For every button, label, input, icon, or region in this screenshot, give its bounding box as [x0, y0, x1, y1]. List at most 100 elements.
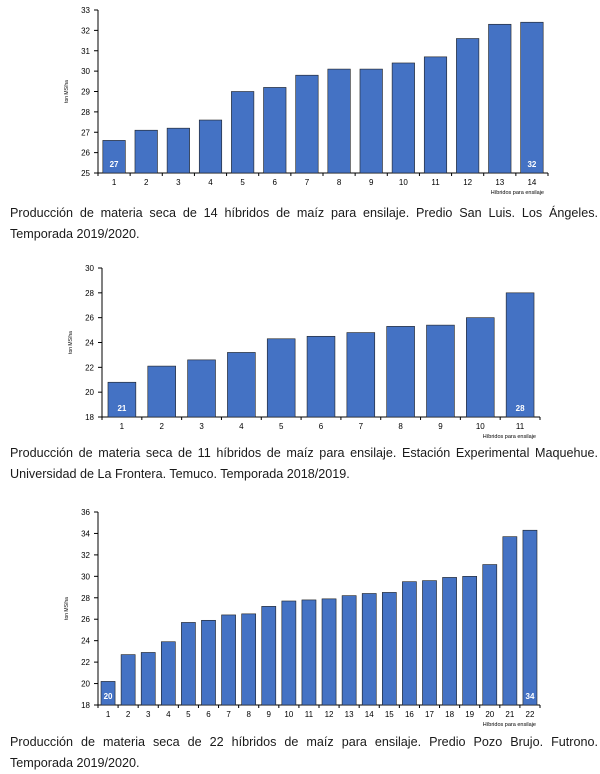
chart3-category-label: 3: [146, 710, 151, 719]
chart1-category-label: 14: [527, 178, 536, 187]
chart-block-3: 18 20 22 24 26 28 30 32 34 36 ton MS/ha 1 2 3 4 5 6 7 8 9 10…: [0, 500, 600, 774]
chart3-bar: [241, 613, 257, 706]
chart1-category-label: 11: [431, 178, 440, 187]
chart3-bar: [462, 576, 478, 706]
chart1-y-axis-label: ton MS/ha: [64, 80, 70, 103]
chart3-category-label: 15: [385, 710, 394, 719]
chart3-bar-data-label: 20: [104, 692, 113, 701]
chart3-y-tick-label: 22: [81, 658, 90, 667]
chart3-y-tick-label: 32: [81, 551, 90, 560]
chart2-bar-data-label: 21: [117, 404, 126, 413]
chart1-y-tick-label: 26: [81, 149, 90, 158]
chart2-bar: [466, 317, 495, 418]
chart1-y-tick-label: 31: [81, 47, 90, 56]
chart3-y-axis-label: ton MS/ha: [64, 597, 70, 620]
chart3-category-label: 20: [485, 710, 494, 719]
chart3-category-label: 10: [284, 710, 293, 719]
chart2-x-axis-label: Híbridos para ensilaje: [483, 434, 536, 440]
chart3-bar: [422, 580, 437, 706]
chart1-y-tick-label: 25: [81, 169, 90, 178]
chart-block-1: 25 26 27 28 29 30 31 32 33 ton MS/ha 1 2 3 4 5 6 7 8 9 10 11…: [0, 0, 600, 250]
chart1-bar: [391, 62, 415, 174]
chart1-bar: [263, 87, 287, 174]
chart2-bar: [306, 335, 336, 418]
chart3-bar: [261, 606, 277, 706]
chart3-bar: [502, 536, 518, 706]
chart2-y-tick-label: 26: [85, 314, 94, 323]
chart1-bar: [166, 127, 190, 174]
chart3-x-axis-label: Híbridos para ensilaje: [483, 722, 536, 728]
chart3-category-label: 21: [505, 710, 514, 719]
chart2-y-tick-label: 24: [85, 339, 94, 348]
chart3-bar: [160, 641, 176, 706]
chart3-bar: [181, 622, 196, 706]
chart3-bar: [140, 652, 156, 706]
chart2-bar: [346, 332, 376, 418]
chart3-category-label: 22: [526, 710, 535, 719]
chart2-bar: [147, 365, 176, 418]
chart2-bar: [266, 338, 296, 418]
chart2-y-tick-label: 20: [85, 388, 94, 397]
chart3-category-label: 1: [106, 710, 111, 719]
chart3-bar: [482, 564, 498, 706]
chart3-bar: [100, 681, 116, 706]
chart1-category-label: 6: [273, 178, 278, 187]
chart1-y-tick-label: 30: [81, 67, 90, 76]
chart1-bar: [134, 129, 158, 174]
chart3-category-label: 17: [425, 710, 434, 719]
chart2-category-label: 7: [359, 422, 364, 431]
chart3-y-tick-label: 20: [81, 680, 90, 689]
chart2-category-label: 3: [199, 422, 204, 431]
chart3-category-label: 4: [166, 710, 171, 719]
chart1-category-label: 3: [176, 178, 181, 187]
chart3-category-label: 19: [465, 710, 474, 719]
chart1-category-label: 9: [369, 178, 374, 187]
chart3-y-tick-label: 18: [81, 701, 90, 710]
chart3-bar: [522, 529, 538, 706]
chart-caption-1: Producción de materia seca de 14 híbrido…: [10, 206, 598, 241]
chart1-category-label: 8: [337, 178, 342, 187]
chart1-y-tick-label: 27: [81, 128, 90, 137]
chart3-bar-data-label: 34: [526, 692, 535, 701]
chart3-bar: [321, 598, 337, 706]
chart2-bar: [227, 352, 256, 418]
chart2-bar: [187, 359, 216, 418]
chart1-x-axis-label: Híbridos para ensilaje: [491, 190, 544, 195]
chart3-y-tick-label: 28: [81, 594, 90, 603]
chart2-y-tick-label: 22: [85, 363, 94, 372]
chart1-category-label: 4: [208, 178, 213, 187]
chart3-category-label: 16: [405, 710, 414, 719]
chart1-y-tick-label: 33: [81, 6, 90, 15]
chart3-y-tick-label: 26: [81, 615, 90, 624]
chart3-y-tick-label: 24: [81, 637, 90, 646]
chart1-bar: [102, 140, 126, 174]
chart1-category-label: 13: [495, 178, 504, 187]
chart3-category-label: 13: [345, 710, 354, 719]
chart1-category-label: 1: [112, 178, 117, 187]
chart3-bar: [201, 619, 216, 706]
chart2-y-tick-label: 18: [85, 413, 94, 422]
chart2-bar-data-label: 28: [516, 404, 525, 413]
chart3-bar: [341, 595, 357, 706]
chart3-bar: [120, 654, 136, 706]
chart2-bar: [386, 326, 415, 418]
chart1-bar: [423, 56, 448, 174]
chart2-category-label: 10: [476, 422, 485, 431]
chart3-bar: [301, 599, 317, 706]
chart3-category-label: 18: [445, 710, 454, 719]
chart2-category-label: 4: [239, 422, 244, 431]
chart1-bar: [327, 68, 351, 174]
chart1-category-label: 7: [305, 178, 310, 187]
chart1-y-tick-label: 28: [81, 108, 90, 117]
chart2-category-label: 5: [279, 422, 284, 431]
chart3-bar: [381, 592, 397, 706]
chart3-category-label: 11: [305, 710, 314, 719]
chart3-category-label: 14: [365, 710, 374, 719]
bar-chart-2: 18 20 22 24 26 28 30 ton MS/ha 1 2 3 4 5 6 7 8 9 10 11 21 28…: [68, 264, 541, 440]
chart1-bar: [359, 68, 383, 174]
chart1-bar-data-label: 32: [527, 160, 536, 169]
chart3-y-tick-label: 36: [81, 508, 90, 517]
chart1-category-label: 12: [463, 178, 472, 187]
chart2-bar: [107, 381, 137, 418]
